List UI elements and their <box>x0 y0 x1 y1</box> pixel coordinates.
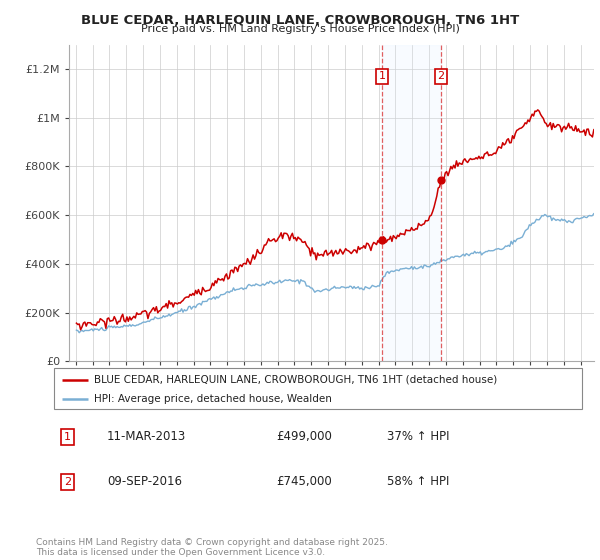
Text: BLUE CEDAR, HARLEQUIN LANE, CROWBOROUGH, TN6 1HT: BLUE CEDAR, HARLEQUIN LANE, CROWBOROUGH,… <box>81 14 519 27</box>
Text: 37% ↑ HPI: 37% ↑ HPI <box>386 431 449 444</box>
FancyBboxPatch shape <box>54 368 582 409</box>
Text: 1: 1 <box>64 432 71 442</box>
Text: Price paid vs. HM Land Registry's House Price Index (HPI): Price paid vs. HM Land Registry's House … <box>140 24 460 34</box>
Text: 09-SEP-2016: 09-SEP-2016 <box>107 475 182 488</box>
Text: HPI: Average price, detached house, Wealden: HPI: Average price, detached house, Weal… <box>94 394 331 404</box>
Text: £745,000: £745,000 <box>276 475 332 488</box>
Text: 11-MAR-2013: 11-MAR-2013 <box>107 431 186 444</box>
Text: 2: 2 <box>64 477 71 487</box>
Text: BLUE CEDAR, HARLEQUIN LANE, CROWBOROUGH, TN6 1HT (detached house): BLUE CEDAR, HARLEQUIN LANE, CROWBOROUGH,… <box>94 375 497 385</box>
Text: Contains HM Land Registry data © Crown copyright and database right 2025.
This d: Contains HM Land Registry data © Crown c… <box>36 538 388 557</box>
Text: 2: 2 <box>437 72 445 81</box>
Text: £499,000: £499,000 <box>276 431 332 444</box>
Text: 1: 1 <box>379 72 385 81</box>
Bar <box>382 45 441 361</box>
Text: 58% ↑ HPI: 58% ↑ HPI <box>386 475 449 488</box>
